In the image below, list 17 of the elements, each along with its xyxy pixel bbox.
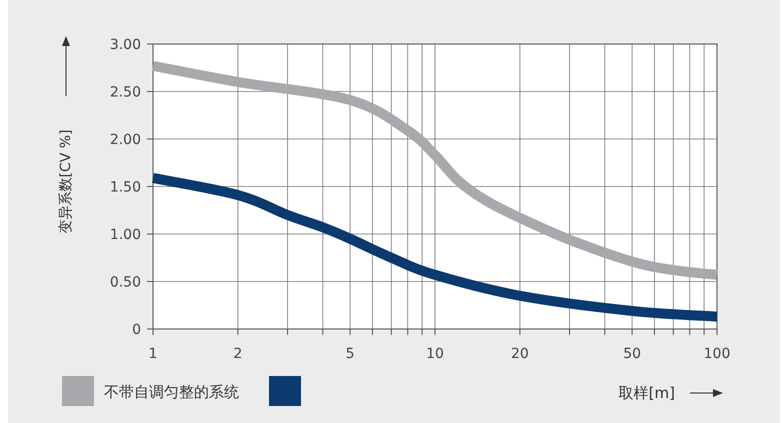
x-tick-label: 1 (148, 346, 158, 362)
x-tick-label: 20 (510, 346, 529, 362)
y-tick-label: 2.00 (110, 132, 141, 148)
legend-label: 不带自调匀整的系统 (104, 383, 239, 401)
x-tick-label: 50 (623, 346, 642, 362)
y-tick-label: 3.00 (110, 37, 141, 53)
y-tick-label: 0 (132, 322, 141, 338)
x-tick-label: 100 (704, 346, 730, 362)
x-axis-title: 取样[m] (618, 384, 675, 402)
x-tick-label: 5 (346, 346, 355, 362)
y-tick-label: 1.00 (110, 227, 141, 243)
y-tick-label: 0.50 (110, 274, 141, 290)
y-axis-title: 变异系数[CV %] (58, 129, 74, 234)
x-tick-label: 2 (233, 346, 242, 362)
y-tick-label: 2.50 (110, 84, 141, 100)
y-tick-label: 1.50 (110, 180, 141, 196)
x-tick-label: 10 (426, 346, 444, 362)
